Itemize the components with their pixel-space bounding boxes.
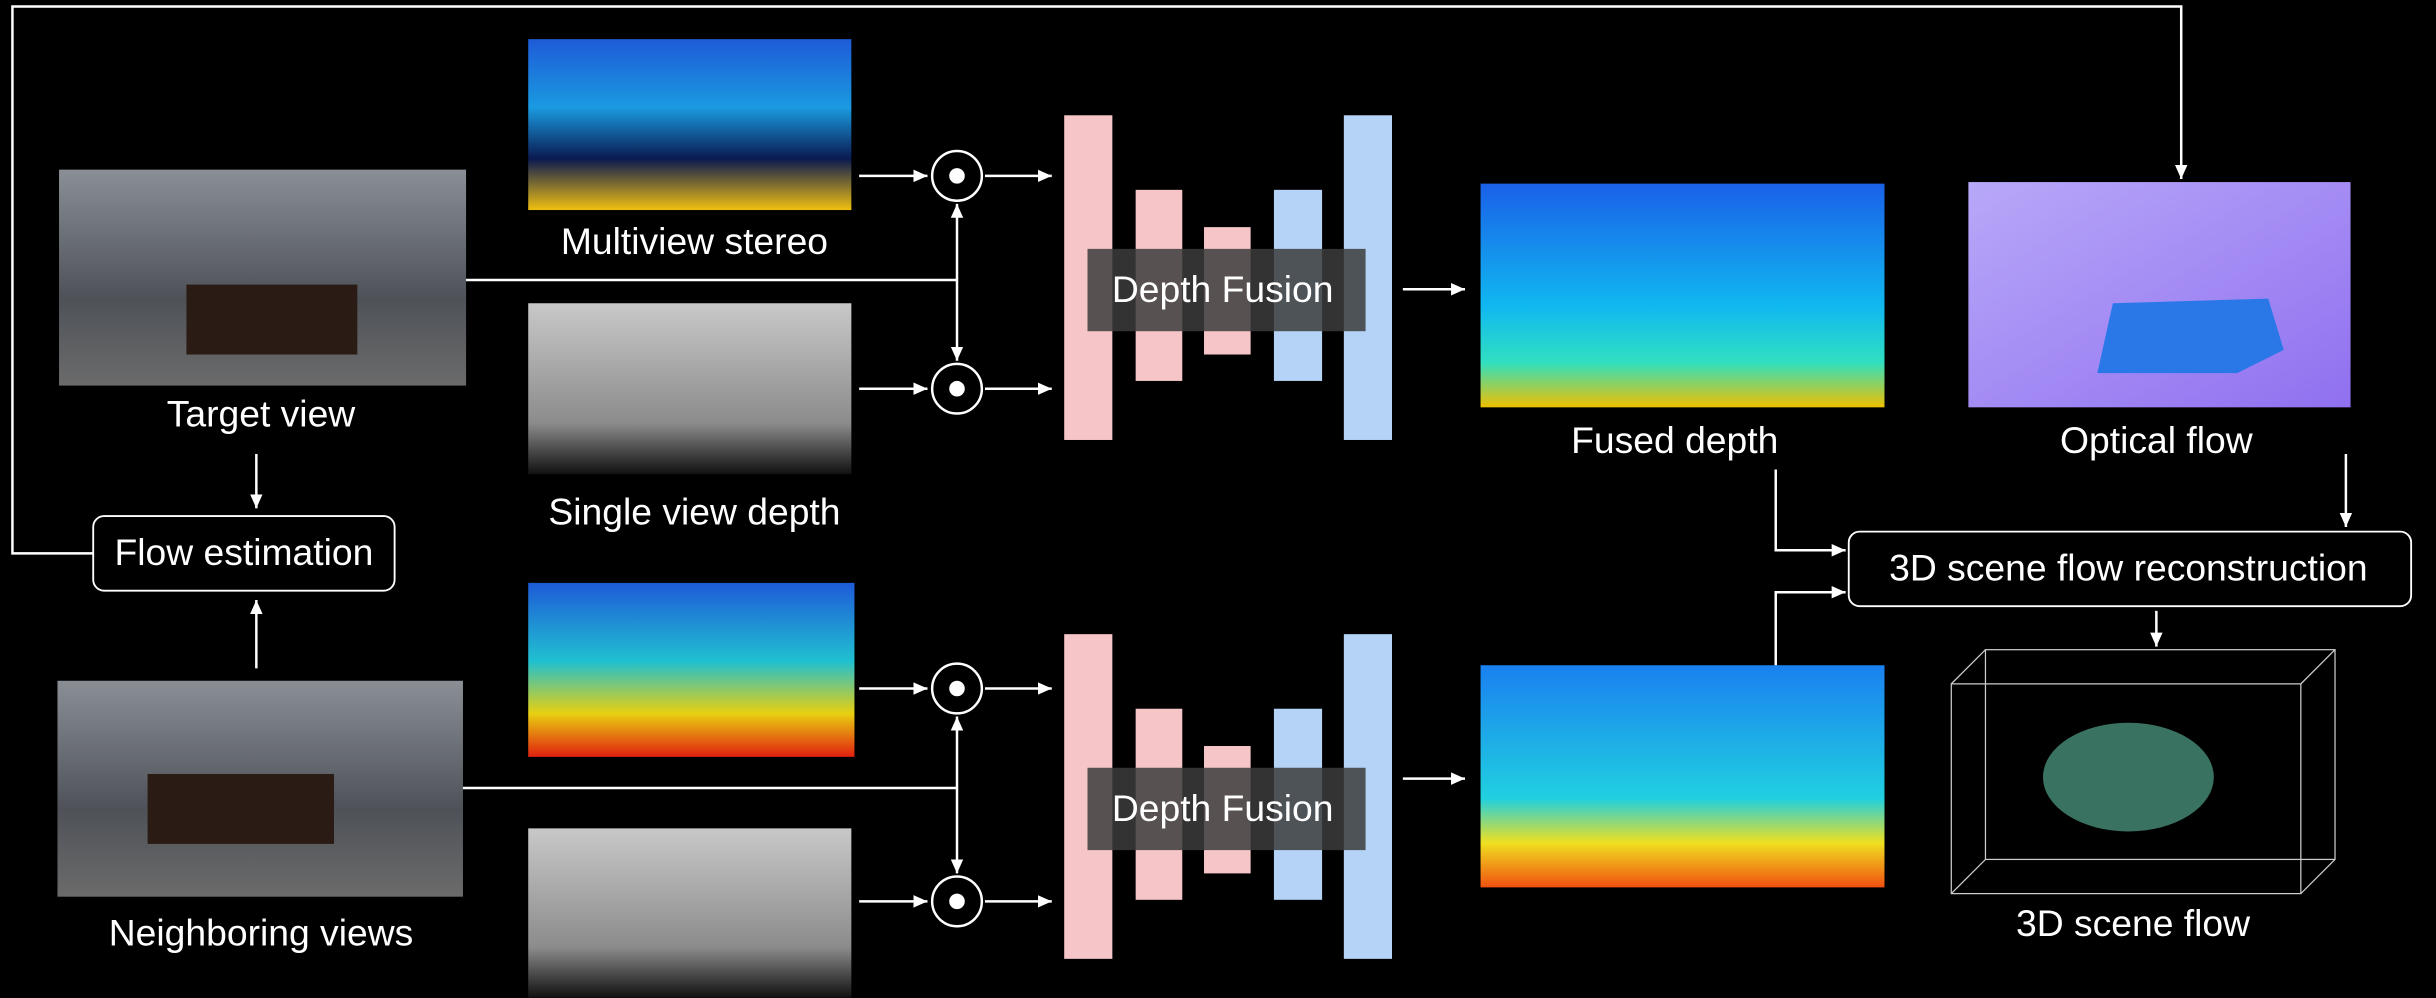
- connector: [1776, 469, 1846, 550]
- multiply-dot: [949, 681, 965, 697]
- flow-blob: [2097, 299, 2283, 374]
- fused-depth-image: [1481, 665, 1885, 887]
- fusion-label: Depth Fusion: [1112, 787, 1334, 829]
- truck: [186, 285, 357, 355]
- svd-image: [528, 303, 851, 474]
- label: 3D scene flow: [2016, 902, 2250, 944]
- label: Multiview stereo: [561, 220, 828, 262]
- svd-image: [528, 828, 851, 997]
- pipeline-diagram: Target view Neighboring views Flow estim…: [0, 0, 2436, 998]
- truck: [148, 774, 334, 844]
- module-label: 3D scene flow reconstruction: [1889, 546, 2367, 588]
- mvs-image: [528, 39, 851, 210]
- page: {"inputs": {"target_view": "Target view"…: [0, 0, 2436, 998]
- label: Fused depth: [1571, 419, 1778, 461]
- connector: [1776, 592, 1846, 665]
- multiply-dot: [949, 894, 965, 910]
- label: Optical flow: [2060, 419, 2253, 461]
- module-label: Flow estimation: [114, 531, 373, 573]
- label: Single view depth: [548, 490, 840, 532]
- scene-flow-points: [2043, 723, 2214, 832]
- multiply-dot: [949, 168, 965, 184]
- label: Neighboring views: [109, 911, 414, 953]
- mvs-image: [528, 583, 854, 757]
- optical-flow-image: [1968, 182, 2350, 407]
- fused-depth-image: [1481, 184, 1885, 408]
- label: Target view: [167, 393, 356, 435]
- multiply-dot: [949, 381, 965, 397]
- fusion-label: Depth Fusion: [1112, 268, 1334, 310]
